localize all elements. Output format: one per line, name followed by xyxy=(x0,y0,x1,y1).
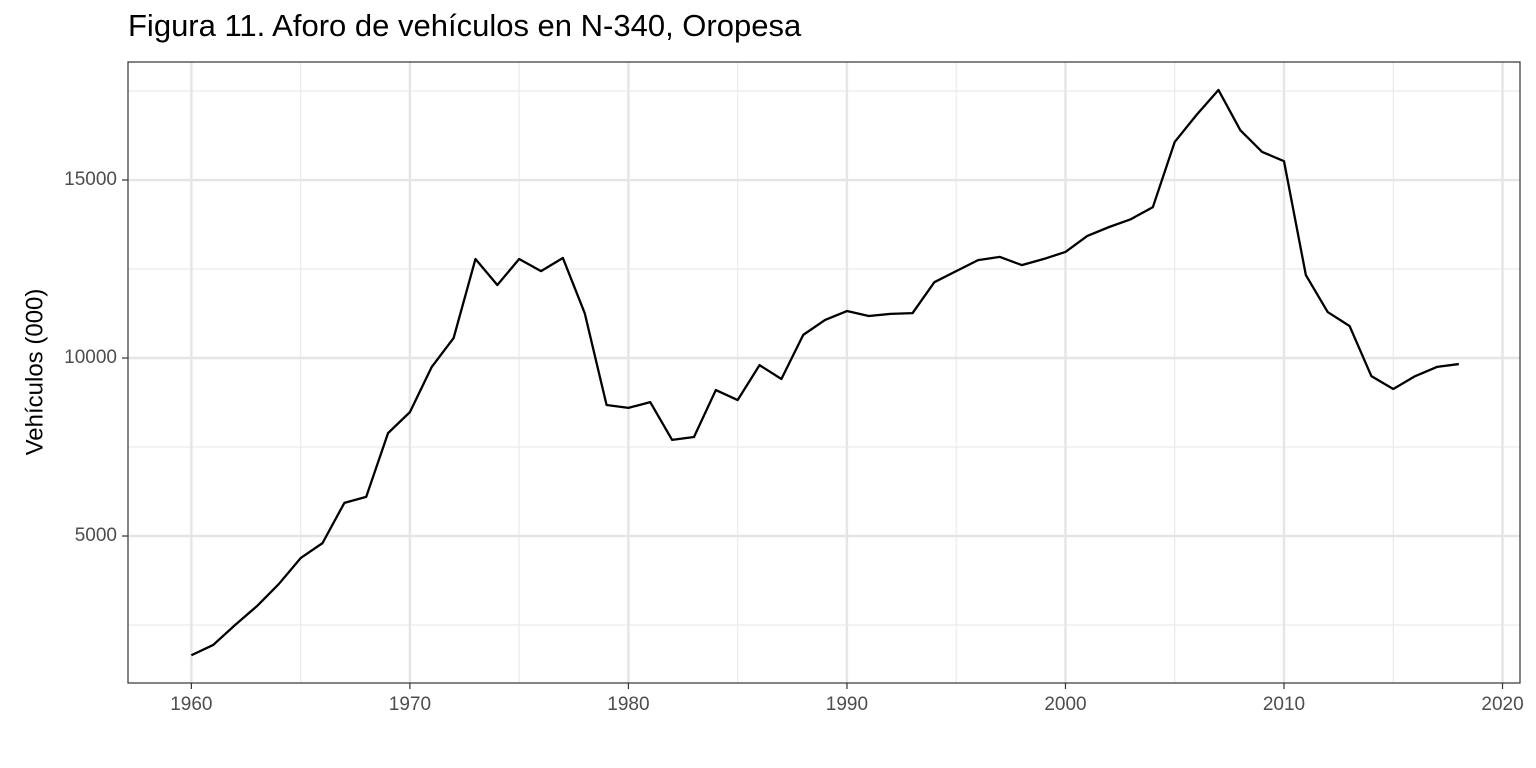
chart-title: Figura 11. Aforo de vehículos en N-340, … xyxy=(128,8,802,43)
x-tick-label: 1960 xyxy=(170,694,212,715)
x-tick-label: 1990 xyxy=(826,694,868,715)
y-tick-label: 15000 xyxy=(64,169,117,190)
panel-border xyxy=(127,61,1521,684)
x-tick-label: 2020 xyxy=(1481,694,1523,715)
y-tick-label: 10000 xyxy=(64,347,117,368)
x-tick-label: 1970 xyxy=(389,694,431,715)
x-tick-label: 2000 xyxy=(1044,694,1086,715)
x-tick-label: 2010 xyxy=(1263,694,1305,715)
x-tick-label: 1980 xyxy=(607,694,649,715)
y-tick-label: 5000 xyxy=(75,525,117,546)
y-axis-label: Vehículos (000) xyxy=(21,289,48,456)
line xyxy=(190,88,1459,657)
